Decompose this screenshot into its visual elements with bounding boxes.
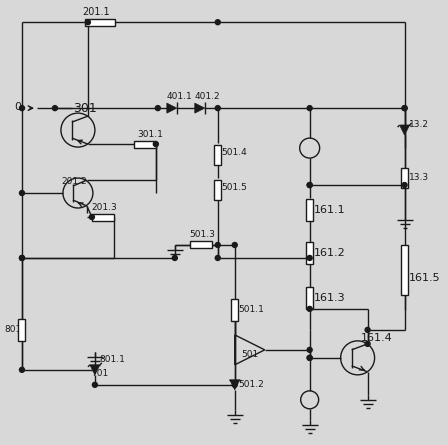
Circle shape (215, 243, 220, 247)
Text: 13.3: 13.3 (409, 173, 429, 182)
Circle shape (19, 367, 25, 372)
Circle shape (90, 214, 95, 219)
Circle shape (153, 142, 158, 146)
Text: 201.2: 201.2 (61, 177, 86, 186)
Text: 201.1: 201.1 (82, 7, 110, 17)
Text: 301.1: 301.1 (137, 129, 163, 138)
Text: 161.3: 161.3 (314, 293, 345, 303)
Text: 0: 0 (14, 102, 21, 112)
Circle shape (307, 255, 312, 260)
Circle shape (365, 328, 370, 332)
Circle shape (307, 182, 312, 187)
Text: 501.4: 501.4 (222, 148, 247, 157)
Circle shape (365, 341, 370, 346)
Text: 801: 801 (4, 325, 21, 334)
Text: 501: 501 (242, 350, 259, 360)
Polygon shape (90, 365, 100, 375)
Circle shape (19, 190, 25, 195)
Circle shape (307, 182, 312, 187)
Circle shape (232, 382, 237, 387)
Bar (85, 19, 115, 26)
Circle shape (215, 20, 220, 25)
Circle shape (402, 105, 407, 111)
Bar (190, 242, 212, 248)
Bar (401, 168, 408, 188)
Circle shape (86, 20, 90, 25)
Text: 13.2: 13.2 (409, 120, 429, 129)
Circle shape (19, 105, 25, 111)
Bar (231, 299, 238, 321)
Text: 161.5: 161.5 (409, 273, 440, 283)
Text: 801.1: 801.1 (99, 356, 125, 364)
Circle shape (215, 105, 220, 111)
Text: 401.2: 401.2 (195, 92, 220, 101)
Polygon shape (400, 125, 409, 135)
Polygon shape (230, 380, 240, 390)
Text: 401.1: 401.1 (167, 92, 193, 101)
Circle shape (155, 105, 160, 111)
Bar (134, 141, 156, 148)
Text: 161.2: 161.2 (314, 248, 345, 258)
Bar (306, 242, 313, 264)
Text: 301: 301 (73, 101, 97, 115)
Text: 501.3: 501.3 (189, 231, 215, 239)
Circle shape (307, 356, 312, 360)
Bar (306, 287, 313, 309)
Bar (214, 145, 221, 165)
Bar (306, 199, 313, 221)
Bar (401, 245, 408, 295)
Circle shape (215, 255, 220, 260)
Polygon shape (195, 103, 205, 113)
Text: 201.3: 201.3 (91, 202, 116, 211)
Text: 701: 701 (91, 369, 108, 378)
Text: 161.1: 161.1 (314, 205, 345, 215)
Circle shape (307, 356, 312, 360)
Text: 501.5: 501.5 (222, 182, 248, 191)
Text: 161.4: 161.4 (361, 333, 392, 343)
Circle shape (172, 255, 177, 260)
Circle shape (307, 348, 312, 352)
Bar (92, 214, 114, 221)
Circle shape (307, 105, 312, 111)
Circle shape (232, 243, 237, 247)
Bar (214, 180, 221, 200)
Circle shape (92, 382, 97, 387)
Circle shape (307, 307, 312, 311)
Circle shape (19, 255, 25, 260)
Text: 501.1: 501.1 (239, 305, 265, 315)
Bar (18, 319, 26, 341)
Circle shape (19, 255, 25, 260)
Text: 501.2: 501.2 (239, 380, 264, 389)
Polygon shape (167, 103, 177, 113)
Circle shape (52, 105, 57, 111)
Circle shape (402, 105, 407, 111)
Circle shape (402, 182, 407, 187)
